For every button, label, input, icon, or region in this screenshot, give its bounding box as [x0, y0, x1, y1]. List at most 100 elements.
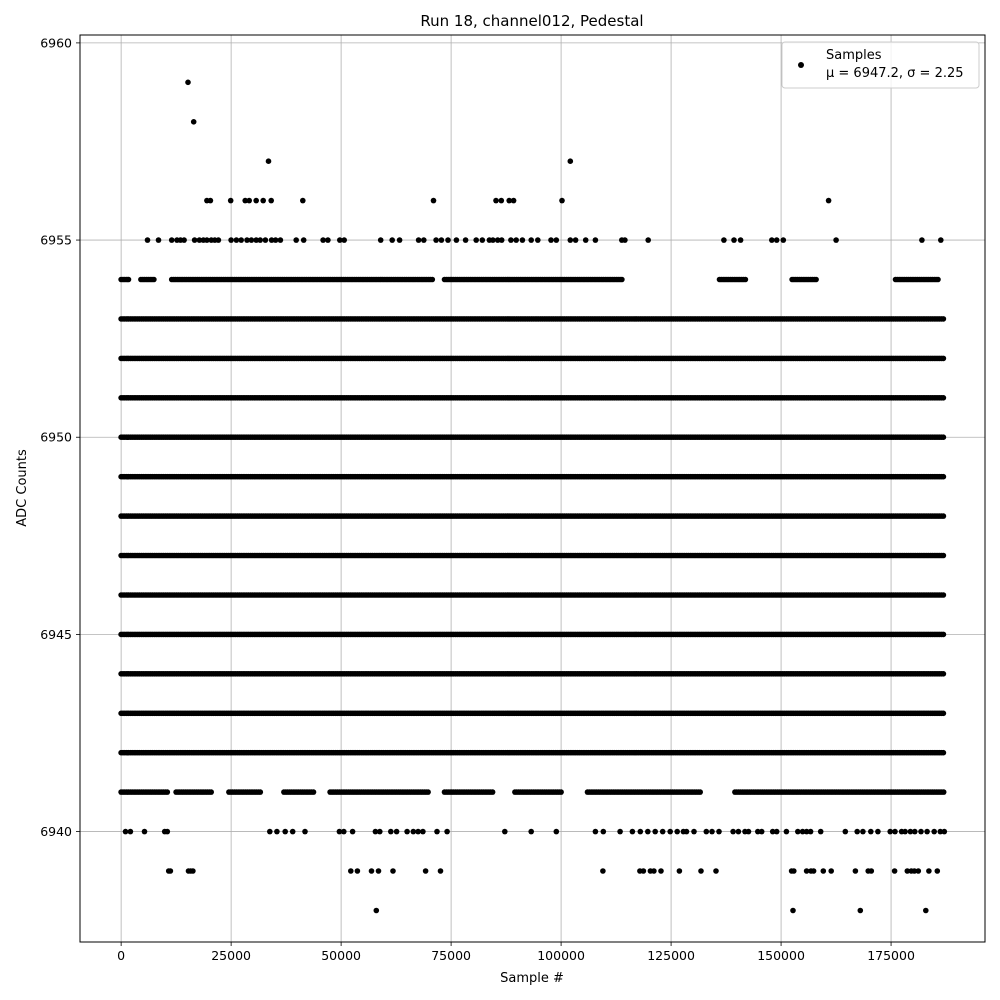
- data-point: [931, 828, 937, 835]
- data-point: [122, 828, 129, 835]
- data-point: [807, 828, 814, 835]
- data-point: [658, 868, 664, 874]
- data-point: [372, 828, 379, 835]
- data-point: [127, 828, 134, 835]
- data-point: [420, 828, 426, 835]
- data-point: [404, 828, 410, 835]
- data-point: [941, 828, 948, 835]
- data-point: [892, 828, 898, 835]
- data-point: [940, 513, 947, 519]
- data-point: [444, 828, 450, 835]
- data-point: [758, 828, 765, 835]
- data-point: [887, 828, 893, 835]
- data-point: [799, 828, 806, 835]
- data-point: [410, 828, 417, 835]
- data-point: [698, 868, 704, 874]
- data-point: [600, 828, 607, 835]
- data-point: [940, 671, 947, 677]
- data-point: [368, 868, 375, 874]
- data-point: [868, 828, 874, 835]
- data-point: [164, 789, 171, 795]
- data-point: [425, 789, 431, 795]
- data-point: [940, 434, 947, 441]
- data-point: [310, 789, 317, 795]
- data-point: [659, 828, 666, 835]
- data-point: [817, 828, 824, 835]
- data-point: [652, 828, 658, 835]
- data-point: [940, 710, 947, 717]
- data-point: [860, 828, 866, 835]
- data-point: [274, 828, 280, 835]
- data-point: [267, 828, 273, 835]
- data-point: [592, 828, 599, 835]
- data-point: [553, 828, 560, 835]
- data-point: [803, 828, 810, 835]
- data-point: [755, 828, 761, 835]
- data-point: [940, 789, 947, 795]
- data-point: [857, 907, 864, 914]
- data-point: [257, 789, 264, 795]
- data-point: [640, 868, 647, 874]
- data-point: [795, 828, 801, 835]
- data-point: [730, 828, 736, 835]
- data-point: [415, 828, 421, 835]
- data-point: [528, 828, 534, 835]
- data-point: [703, 828, 710, 835]
- data-point: [289, 828, 296, 835]
- data-point: [651, 868, 657, 874]
- data-point: [940, 592, 947, 598]
- data-point: [302, 828, 308, 835]
- data-point: [422, 868, 429, 874]
- data-point: [600, 868, 606, 874]
- data-point: [141, 828, 148, 835]
- data-point: [683, 828, 690, 835]
- data-point: [790, 907, 796, 914]
- data-point: [697, 789, 703, 795]
- data-point: [341, 828, 347, 835]
- data-point: [489, 789, 496, 795]
- data-point: [791, 868, 797, 874]
- data-point: [924, 828, 930, 835]
- data-point: [902, 828, 908, 835]
- data-point: [716, 828, 722, 835]
- data-point: [502, 828, 508, 835]
- data-point: [810, 868, 817, 874]
- data-point: [375, 868, 382, 874]
- data-point: [190, 868, 196, 874]
- data-point: [745, 828, 752, 835]
- data-point: [390, 868, 396, 874]
- data-point: [674, 828, 680, 835]
- data-point: [691, 828, 697, 835]
- data-point: [208, 789, 214, 795]
- data-point: [937, 828, 944, 835]
- data-point: [354, 868, 361, 874]
- data-point: [940, 473, 947, 480]
- data-point: [820, 868, 827, 874]
- data-point: [918, 828, 924, 835]
- data-point: [915, 868, 922, 874]
- data-point: [164, 828, 171, 835]
- data-point: [940, 631, 947, 638]
- sample-points: [118, 79, 948, 914]
- data-point: [167, 868, 174, 874]
- data-point: [377, 828, 383, 835]
- data-point: [852, 868, 859, 874]
- data-point: [709, 828, 715, 835]
- data-point: [875, 828, 881, 835]
- data-point: [713, 868, 719, 874]
- data-point: [434, 828, 440, 835]
- data-point: [437, 868, 444, 874]
- data-point: [940, 552, 947, 559]
- data-point: [282, 828, 289, 835]
- data-point: [912, 828, 918, 835]
- data-point: [904, 868, 911, 874]
- data-point: [934, 868, 941, 874]
- data-point: [783, 828, 790, 835]
- data-point: [926, 868, 932, 874]
- data-point: [373, 907, 380, 914]
- data-point: [842, 828, 849, 835]
- data-point: [868, 868, 875, 874]
- data-point: [645, 828, 651, 835]
